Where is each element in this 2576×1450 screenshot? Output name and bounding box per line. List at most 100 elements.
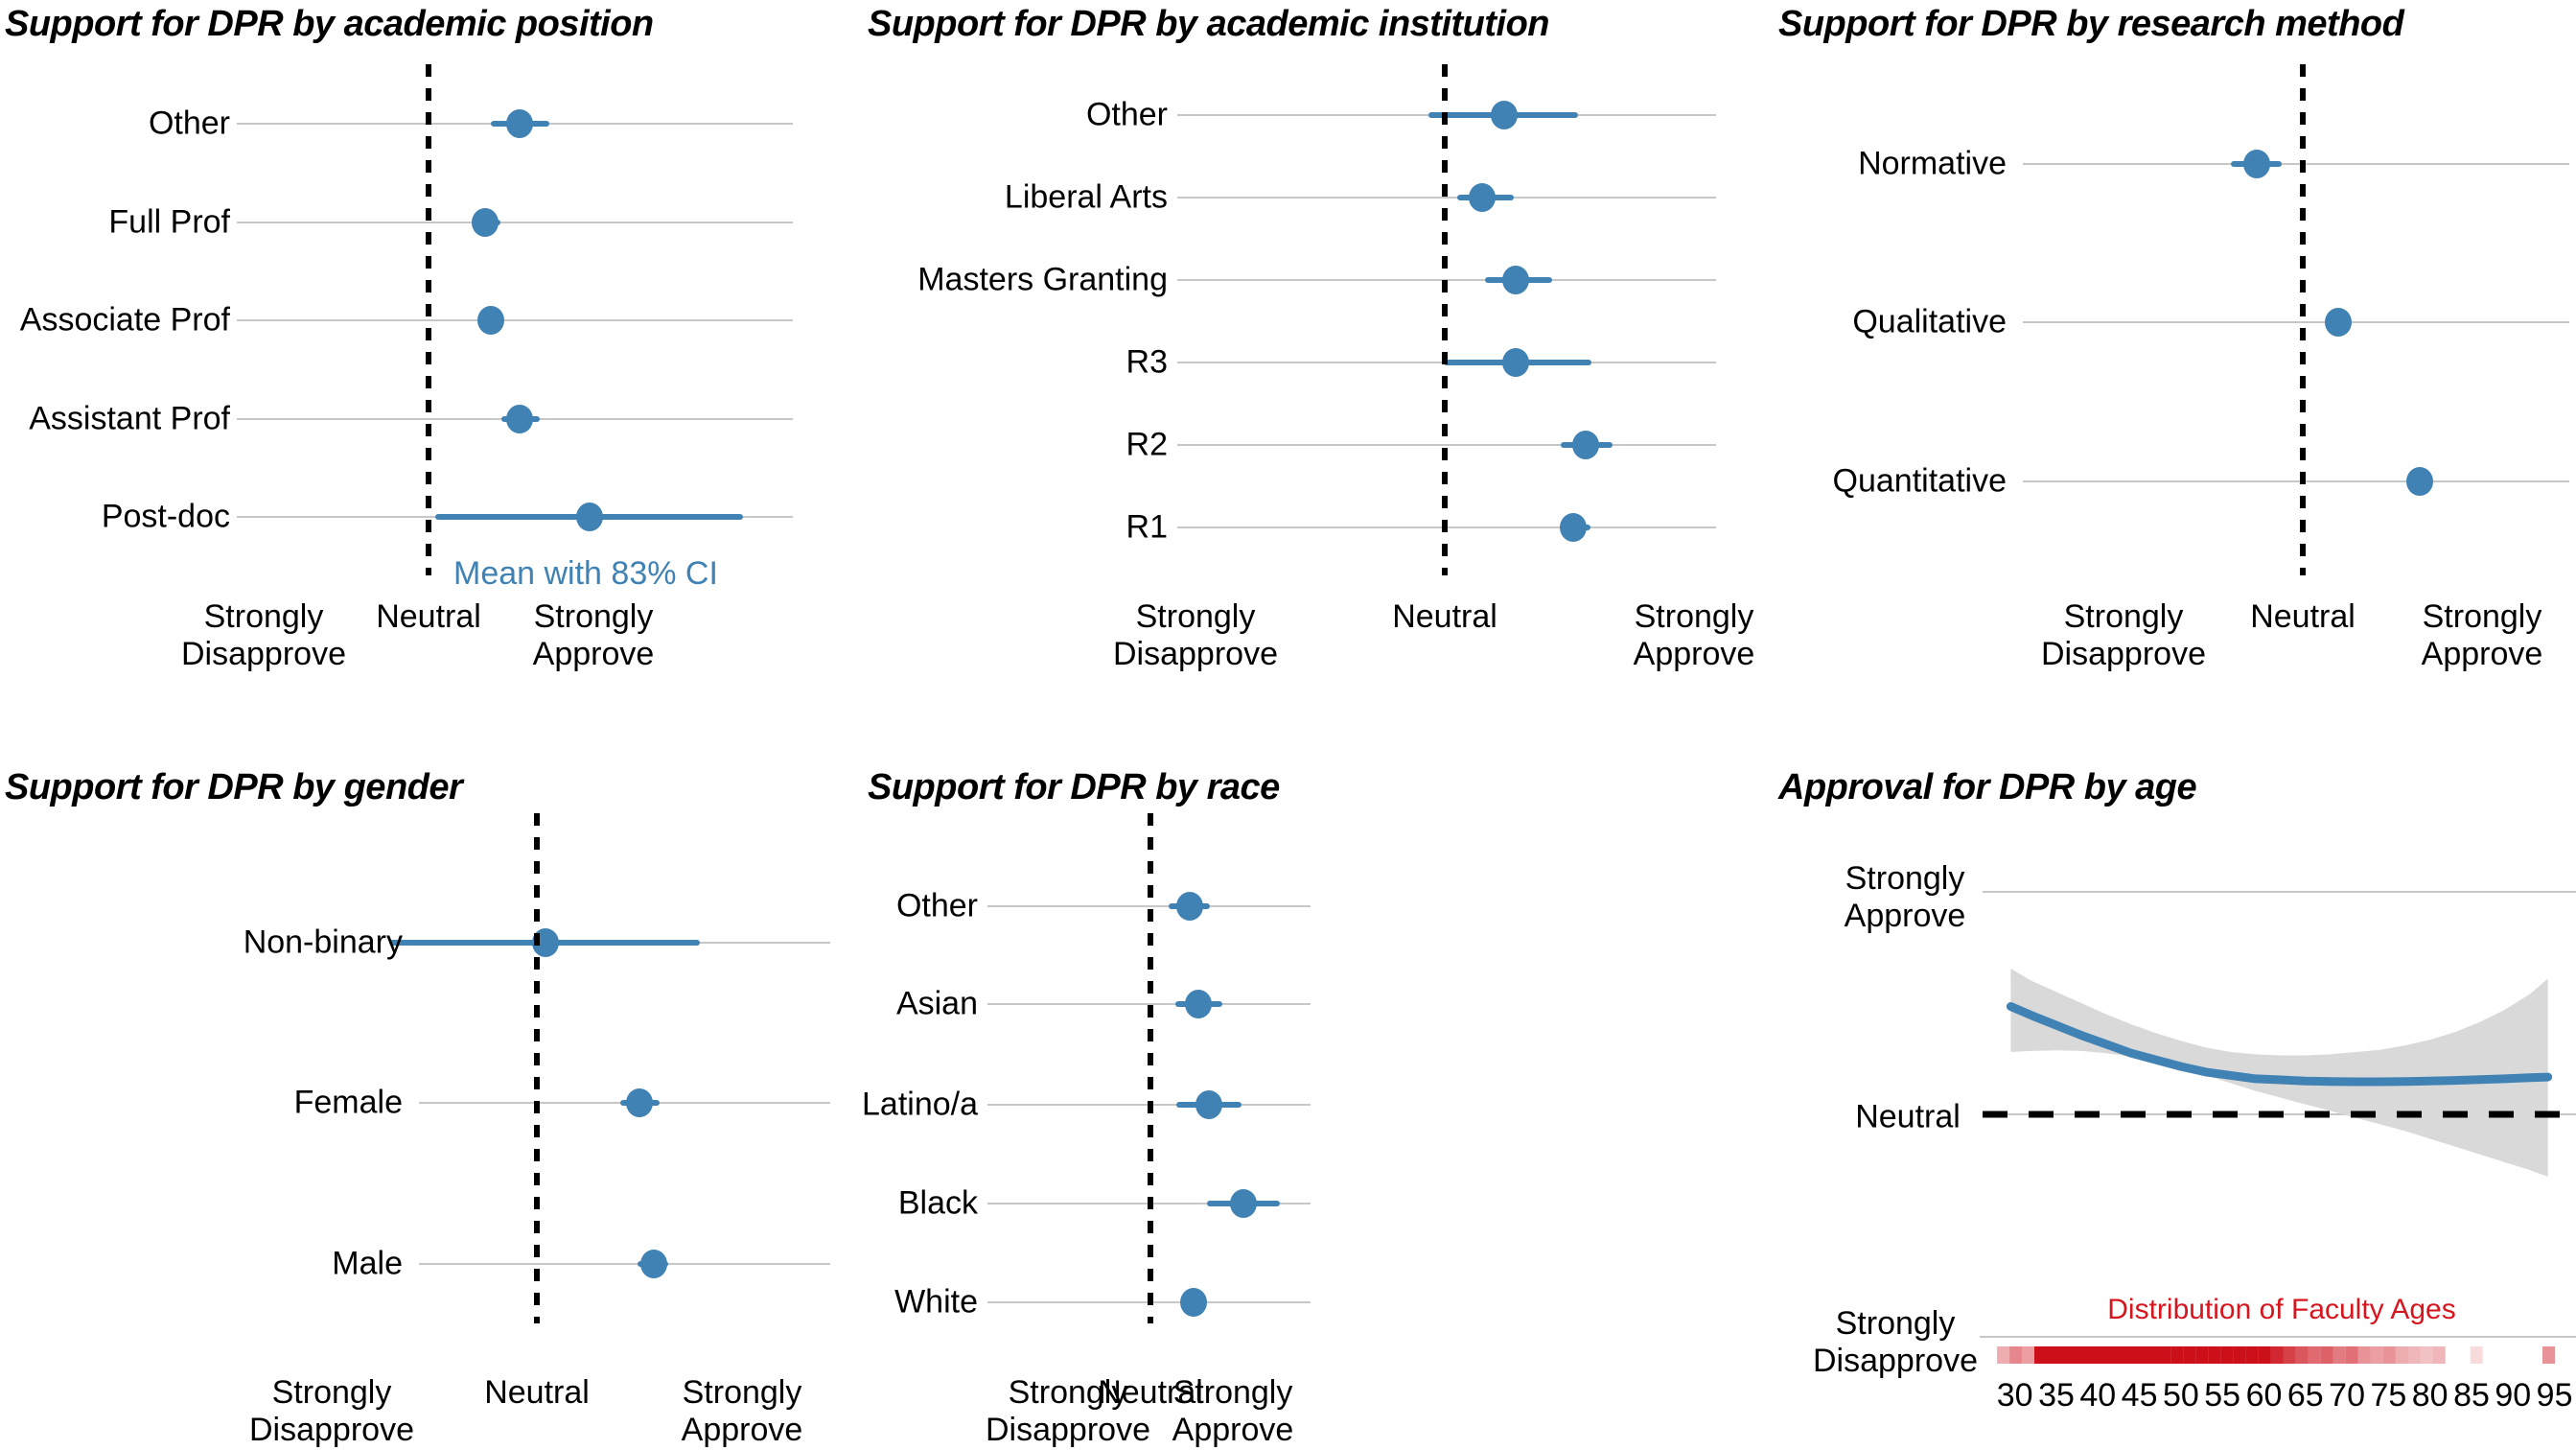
reference-line	[534, 813, 540, 1323]
panel-title-race: Support for DPR by race	[868, 767, 1280, 807]
category-label: Black	[897, 1184, 978, 1222]
age-axis-tick: 85	[2453, 1377, 2490, 1414]
category-label: Non-binary	[243, 924, 403, 961]
axis-tick-label: Neutral	[2250, 598, 2356, 635]
mean-dot	[1559, 513, 1587, 542]
mean-dot	[1175, 892, 1203, 921]
mean-dot	[2243, 150, 2271, 178]
age-axis-tick: 65	[2286, 1377, 2324, 1414]
rug-mark	[2034, 1346, 2047, 1364]
ci-legend-annotation: Mean with 83% CI	[453, 555, 718, 592]
trend-line	[2006, 1002, 2553, 1087]
confidence-band	[2010, 969, 2548, 1177]
mean-dot	[472, 207, 499, 237]
mean-dot	[1195, 1090, 1222, 1119]
y-axis-label: Strongly Disapprove	[1813, 1305, 1978, 1379]
age-axis-tick: 80	[2411, 1377, 2448, 1414]
category-label: R1	[1126, 508, 1168, 546]
rug-mark	[2258, 1346, 2271, 1364]
rug-mark	[2357, 1346, 2371, 1364]
rug-mark	[2195, 1346, 2209, 1364]
category-label: R3	[1126, 343, 1168, 381]
category-label: Assistant Prof	[29, 399, 230, 436]
category-label: Female	[293, 1084, 403, 1121]
age-axis-tick: 35	[2038, 1377, 2075, 1414]
row-gridline	[2023, 480, 2569, 482]
category-label: Qualitative	[1852, 303, 2007, 340]
axis-tick-label: Strongly Approve	[532, 598, 655, 672]
rug-mark	[2134, 1346, 2147, 1364]
age-trend-svg	[1980, 891, 2576, 1364]
rug-mark	[2407, 1346, 2421, 1364]
panel-title-gender: Support for DPR by gender	[5, 767, 463, 807]
rug-mark	[2233, 1346, 2246, 1364]
rug-mark	[2059, 1346, 2072, 1364]
category-label: Liberal Arts	[1004, 178, 1168, 216]
rug-mark	[2220, 1346, 2234, 1364]
row-gridline	[2023, 163, 2569, 165]
category-label: Normative	[1858, 145, 2007, 182]
rug-mark	[2097, 1346, 2109, 1364]
rug-mark	[2245, 1346, 2259, 1364]
axis-tick-label: Strongly Approve	[681, 1374, 803, 1448]
category-label: Latino/a	[862, 1086, 978, 1123]
category-label: Male	[332, 1245, 403, 1282]
rug-mark	[1997, 1346, 2010, 1364]
category-label: Other	[895, 887, 978, 924]
mean-dot	[626, 1088, 653, 1117]
panel-title-institution: Support for DPR by academic institution	[868, 4, 1550, 44]
rug-mark	[2542, 1346, 2555, 1364]
axis-tick-label: Strongly Disapprove	[2041, 598, 2206, 672]
y-axis-label: Strongly Approve	[1844, 860, 1966, 934]
axis-tick-label: Strongly Disapprove	[249, 1374, 414, 1448]
axis-tick-label: Strongly Approve	[2421, 598, 2543, 672]
reference-line	[2300, 64, 2306, 575]
mean-dot	[2325, 308, 2353, 337]
rug-mark	[2382, 1346, 2396, 1364]
age-axis-tick: 40	[2079, 1377, 2117, 1414]
rug-mark	[2295, 1346, 2309, 1364]
row-gridline	[2023, 321, 2569, 323]
age-axis-tick: 95	[2536, 1377, 2573, 1414]
rug-mark	[2332, 1346, 2346, 1364]
rug-mark	[2047, 1346, 2059, 1364]
age-axis-tick: 70	[2329, 1377, 2366, 1414]
category-label: Masters Granting	[917, 261, 1168, 298]
mean-dot	[1229, 1189, 1257, 1218]
category-label: Quantitative	[1832, 462, 2007, 500]
axis-tick-label: Neutral	[376, 598, 481, 635]
axis-tick-label: Strongly Disapprove	[1113, 598, 1278, 672]
rug-mark	[2208, 1346, 2221, 1364]
category-label: Other	[1085, 96, 1168, 133]
category-label: Associate Prof	[19, 301, 230, 339]
rug-mark	[2109, 1346, 2122, 1364]
age-axis-tick: 60	[2245, 1377, 2283, 1414]
mean-dot	[1184, 990, 1212, 1018]
rug-mark	[2072, 1346, 2084, 1364]
rug-mark	[2420, 1346, 2433, 1364]
rug-mark	[2470, 1346, 2483, 1364]
mean-dot	[505, 109, 533, 138]
age-axis-tick: 55	[2204, 1377, 2241, 1414]
age-axis-tick: 50	[2162, 1377, 2199, 1414]
rug-mark	[2283, 1346, 2296, 1364]
mean-dot	[1469, 183, 1496, 212]
axis-tick-label: Strongly Disapprove	[986, 1374, 1150, 1448]
rug-mark	[2158, 1346, 2171, 1364]
age-axis-tick: 90	[2495, 1377, 2532, 1414]
rug-mark	[2183, 1346, 2196, 1364]
rug-mark	[2122, 1346, 2134, 1364]
mean-dot	[2405, 467, 2433, 496]
reference-line	[1442, 64, 1448, 575]
axis-tick-label: Strongly Approve	[1172, 1374, 1294, 1448]
reference-line	[426, 64, 431, 575]
mean-dot	[1179, 1288, 1207, 1317]
age-axis-tick: 30	[1996, 1377, 2033, 1414]
row-gridline	[419, 1263, 830, 1265]
category-label: Asian	[895, 985, 978, 1022]
mean-dot	[1491, 101, 1519, 129]
rug-mark	[2084, 1346, 2097, 1364]
axis-tick-label: Neutral	[1098, 1374, 1203, 1411]
mean-dot	[1502, 348, 1530, 377]
